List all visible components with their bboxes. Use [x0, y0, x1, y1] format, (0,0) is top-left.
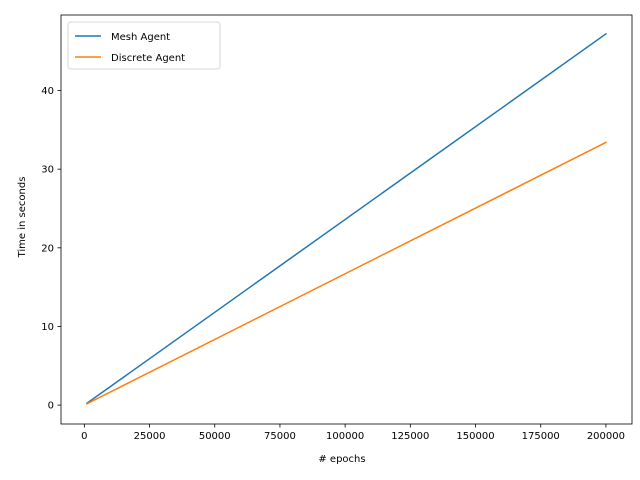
y-tick-label: 20 [41, 243, 54, 254]
x-tick-label: 150000 [456, 431, 494, 442]
x-tick-label: 175000 [522, 431, 560, 442]
axes-frame [60, 14, 633, 425]
x-tick-label: 100000 [326, 431, 364, 442]
series-layer [85, 32, 607, 405]
x-axis-label: # epochs [318, 454, 365, 465]
y-tick-label: 30 [41, 165, 54, 176]
y-tick-label: 0 [48, 401, 54, 412]
y-axis-label: Time in seconds [17, 177, 28, 259]
y-tick-label: 10 [41, 322, 54, 333]
legend: Mesh Agent Discrete Agent [67, 21, 221, 70]
x-tick-label: 50000 [199, 431, 231, 442]
x-tick-label: 200000 [587, 431, 625, 442]
legend-box [67, 21, 221, 70]
x-tick-label: 25000 [134, 431, 166, 442]
legend-label: Discrete Agent [111, 53, 185, 64]
x-tick-label: 75000 [264, 431, 296, 442]
x-axis-ticks: 0 25000 50000 75000 100000 125000 150000 175000… [81, 424, 625, 442]
y-tick-label: 40 [41, 86, 54, 97]
series-line-mesh-agent [85, 32, 607, 405]
x-tick-label: 125000 [391, 431, 429, 442]
axes-spines [60, 14, 633, 425]
y-axis-ticks: 0 10 20 30 40 [41, 86, 61, 412]
series-line-discrete-agent [85, 141, 607, 405]
legend-label: Mesh Agent [111, 32, 170, 43]
x-tick-label: 0 [81, 431, 87, 442]
